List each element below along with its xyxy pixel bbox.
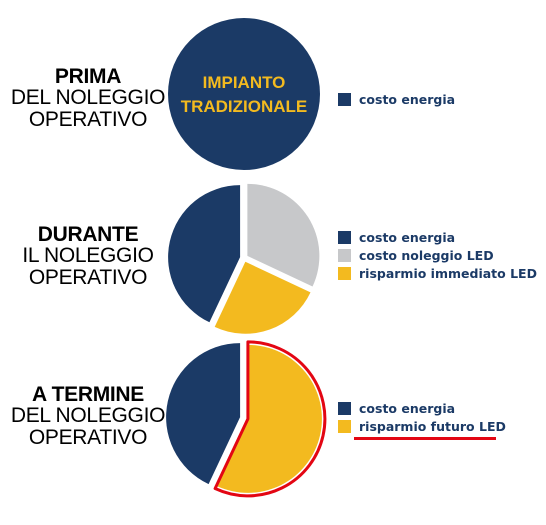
pie-slice-costo-energia [168, 185, 241, 323]
legend-prima: costo energia [338, 90, 455, 108]
legend-label: costo energia [359, 91, 456, 107]
legend-swatch [338, 248, 351, 262]
legend-swatch [338, 92, 351, 106]
legend-label: risparmio futuro LED [359, 418, 506, 434]
legend-label: costo noleggio LED [359, 247, 494, 263]
row-subheading: OPERATIVO [28, 107, 148, 131]
legend-label: risparmio immediato LED [359, 265, 537, 281]
row-label-a-termine: A TERMINE DEL NOLEGGIO OPERATIVO [8, 383, 168, 449]
legend-item: costo energia [338, 228, 537, 246]
legend-item: risparmio immediato LED [338, 264, 537, 282]
row-heading: DURANTE [37, 223, 139, 246]
row-subheading: DEL NOLEGGIO [10, 86, 166, 110]
legend-item: costo noleggio LED [338, 246, 537, 264]
row-label-prima: PRIMA DEL NOLEGGIO OPERATIVO [8, 65, 168, 131]
row-heading: PRIMA [54, 65, 122, 88]
pie-slice-risparmio-futuro-LED [216, 344, 322, 493]
row-subheading: IL NOLEGGIO [22, 244, 154, 268]
legend-item: costo energia [338, 90, 455, 108]
highlight-outline [213, 340, 327, 498]
row-heading: A TERMINE [31, 383, 145, 406]
legend-label: costo energia [359, 229, 456, 245]
pie-inner-label: IMPIANTO [203, 73, 286, 92]
pie-slice-costo-noleggio-LED [247, 183, 320, 287]
legend-item: costo energia [338, 399, 506, 417]
pie-inner-label: TRADIZIONALE [181, 97, 308, 116]
legend-a-termine: costo energia risparmio futuro LED [338, 399, 506, 435]
pie-slice-risparmio-immediato-LED [214, 261, 311, 334]
legend-swatch [338, 419, 351, 433]
legend-label: costo energia [359, 400, 456, 416]
legend-swatch [338, 230, 351, 244]
highlight-underline [354, 437, 496, 440]
row-subheading: DEL NOLEGGIO [10, 404, 166, 428]
legend-swatch [338, 266, 351, 280]
pie-slice-costo-energia [166, 343, 241, 485]
legend-durante: costo energia costo noleggio LED risparm… [338, 228, 537, 282]
row-subheading: OPERATIVO [28, 425, 148, 449]
row-label-durante: DURANTE IL NOLEGGIO OPERATIVO [8, 223, 168, 289]
row-subheading: OPERATIVO [28, 265, 148, 289]
legend-swatch [338, 401, 351, 415]
pie-slice-costo-energia [168, 18, 320, 170]
legend-item: risparmio futuro LED [338, 417, 506, 435]
